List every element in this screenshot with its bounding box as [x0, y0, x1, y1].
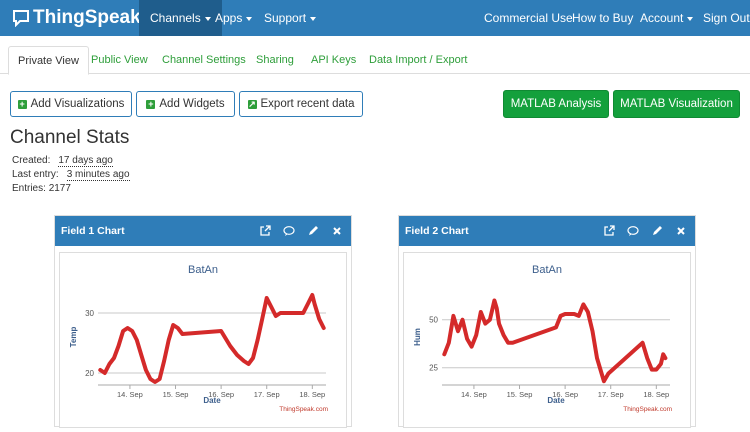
x-axis-label: Date: [547, 396, 565, 405]
x-tick-label: 15. Sep: [507, 390, 533, 399]
nav-commercial-use[interactable]: Commercial Use: [484, 11, 573, 25]
series-line-thin: [100, 293, 325, 383]
plus-icon: +: [17, 98, 27, 109]
panel-header: Field 2 Chart: [399, 216, 695, 246]
stat-entries: Entries: 2177: [12, 183, 71, 194]
channel-stats-title: Channel Stats: [10, 127, 130, 148]
x-tick-label: 14. Sep: [461, 390, 487, 399]
stat-created-value: 17 days ago: [58, 155, 113, 167]
plus-icon: +: [146, 98, 156, 109]
nav-how-to-buy[interactable]: How to Buy: [572, 11, 634, 25]
thingspeak-logo[interactable]: ThingSpeak™: [12, 6, 151, 30]
y-tick-label: 30: [85, 309, 94, 318]
matlab-analysis-button[interactable]: MATLAB Analysis: [503, 90, 609, 118]
chart-title: BatAn: [532, 264, 562, 276]
tab-private-view[interactable]: Private View: [8, 46, 89, 75]
export-icon: ↗: [247, 98, 257, 109]
field-1-chart-svg: BatAn 20 30 14. Sep 15. Sep 16. Sep 17. Sep 18.…: [69, 264, 328, 413]
field-1-chart: BatAn 20 30 14. Sep 15. Sep 16. Sep 17. Sep 18.…: [59, 252, 347, 428]
field-2-chart-panel: Field 2 Chart BatAn 25 50 14. Sep 15. Sep 16.…: [398, 215, 696, 428]
close-icon[interactable]: [675, 224, 687, 236]
y-axis-label: Hum: [413, 328, 422, 346]
add-visualizations-button[interactable]: + Add Visualizations: [10, 91, 132, 117]
field-1-chart-panel: Field 1 Chart BatAn 20 30 14. Sep 15. Sep 16.…: [54, 215, 352, 428]
nav-account[interactable]: Account: [640, 0, 694, 36]
add-visualizations-label: Add Visualizations: [30, 98, 125, 110]
x-axis-label: Date: [203, 396, 221, 405]
export-recent-data-label: Export recent data: [260, 98, 355, 110]
nav-apps-label: Apps: [215, 11, 243, 25]
pencil-icon[interactable]: [307, 224, 319, 236]
comment-icon[interactable]: [627, 224, 639, 236]
stat-created-label: Created:: [12, 155, 51, 166]
series-line: [98, 293, 326, 384]
nav-apps[interactable]: Apps: [215, 0, 253, 36]
export-recent-data-button[interactable]: ↗ Export recent data: [239, 91, 363, 117]
x-tick-label: 18. Sep: [299, 390, 325, 399]
matlab-visualization-button[interactable]: MATLAB Visualization: [613, 90, 740, 118]
chevron-down-icon: [246, 16, 253, 21]
comment-icon[interactable]: [283, 224, 295, 236]
panel-title: Field 1 Chart: [61, 225, 125, 237]
y-tick-label: 25: [429, 364, 438, 373]
panel-actions: [259, 224, 343, 236]
nav-channels-label: Channels: [150, 11, 201, 25]
panel-title: Field 2 Chart: [405, 225, 469, 237]
add-widgets-button[interactable]: + Add Widgets: [136, 91, 235, 117]
nav-channels[interactable]: Channels: [139, 0, 222, 36]
chat-bubble-logo-icon: [13, 10, 29, 27]
x-tick-label: 18. Sep: [643, 390, 669, 399]
chart-title: BatAn: [188, 264, 218, 276]
series-line-thin: [443, 298, 666, 383]
stat-entries-label: Entries:: [12, 183, 46, 194]
series-line: [442, 298, 668, 384]
stat-last-entry: Last entry: 3 minutes ago: [12, 169, 130, 181]
chart-credit: ThingSpeak.com: [279, 406, 328, 413]
chevron-down-icon: [204, 16, 211, 21]
stat-last-entry-label: Last entry:: [12, 169, 59, 180]
nav-account-label: Account: [640, 11, 684, 25]
chevron-down-icon: [310, 16, 317, 21]
external-link-icon[interactable]: [259, 224, 271, 236]
nav-support[interactable]: Support: [264, 0, 317, 36]
x-tick-label: 15. Sep: [163, 390, 189, 399]
y-tick-label: 20: [85, 369, 94, 378]
panel-header: Field 1 Chart: [55, 216, 351, 246]
y-tick-label: 50: [429, 316, 438, 325]
x-tick-label: 17. Sep: [254, 390, 280, 399]
chart-credit: ThingSpeak.com: [623, 406, 672, 413]
y-axis-label: Temp: [69, 327, 78, 348]
external-link-icon[interactable]: [603, 224, 615, 236]
x-tick-label: 16. Sep: [552, 390, 578, 399]
channel-tabs: Private View Public View Channel Setting…: [0, 46, 750, 75]
stat-created: Created: 17 days ago: [12, 155, 113, 167]
top-navbar: ThingSpeak™ Channels Apps Support Commer…: [0, 0, 750, 36]
x-tick-label: 14. Sep: [117, 390, 143, 399]
close-icon[interactable]: [331, 224, 343, 236]
tab-sharing[interactable]: Sharing: [256, 54, 294, 66]
stat-entries-value: 2177: [48, 183, 71, 194]
tab-channel-settings[interactable]: Channel Settings: [162, 54, 246, 66]
tab-data-import-export[interactable]: Data Import / Export: [369, 54, 468, 66]
add-widgets-label: Add Widgets: [159, 98, 225, 110]
tab-public-view[interactable]: Public View: [91, 54, 148, 66]
x-tick-label: 17. Sep: [598, 390, 624, 399]
nav-support-label: Support: [264, 11, 307, 25]
field-2-chart: BatAn 25 50 14. Sep 15. Sep 16. Sep 17. Sep 18.…: [403, 252, 691, 428]
pencil-icon[interactable]: [651, 224, 663, 236]
stat-last-entry-value: 3 minutes ago: [66, 169, 130, 181]
x-tick-label: 16. Sep: [208, 390, 234, 399]
tab-api-keys[interactable]: API Keys: [311, 54, 357, 66]
brand-name: ThingSpeak: [33, 7, 141, 28]
panel-actions: [603, 224, 687, 236]
field-2-chart-svg: BatAn 25 50 14. Sep 15. Sep 16. Sep 17. Sep 18.…: [413, 264, 672, 413]
chevron-down-icon: [687, 16, 694, 21]
nav-sign-out[interactable]: Sign Out: [703, 11, 750, 25]
